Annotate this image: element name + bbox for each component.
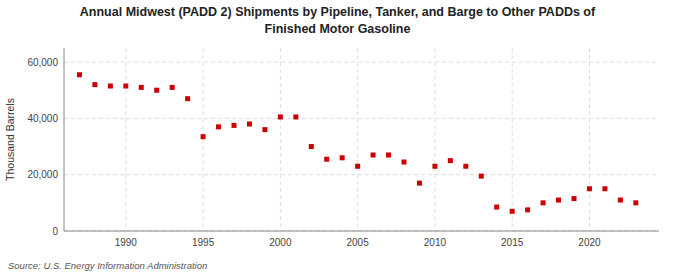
y-grid-line — [64, 231, 659, 232]
y-axis-line — [64, 48, 65, 231]
point — [201, 134, 206, 139]
y-grid-line — [64, 118, 659, 119]
point — [417, 181, 422, 186]
point — [293, 114, 298, 119]
title: Annual Midwest (PADD 2) Shipments by Pip… — [80, 5, 596, 19]
point — [494, 205, 499, 210]
point — [572, 196, 577, 201]
x-axis-line — [64, 231, 659, 232]
point — [340, 155, 345, 160]
point — [324, 157, 329, 162]
axes: 0 20,000 40,000 60,000 1990 1995 2000 2005 2010 2… — [4, 48, 659, 248]
y-axis-label: Thousand Barrels — [4, 98, 16, 181]
y-tick-label: 0 — [52, 226, 58, 237]
x-tick-label: 1990 — [115, 237, 138, 248]
annotation: Source: U.S. Energy Information Administ… — [8, 260, 207, 271]
point — [386, 152, 391, 157]
point — [309, 144, 314, 149]
point — [154, 88, 159, 93]
point — [185, 96, 190, 101]
point — [479, 174, 484, 179]
x-grid-line — [589, 48, 590, 231]
x-grid-line — [434, 48, 435, 231]
x-tick-label: 2005 — [347, 237, 370, 248]
point — [247, 122, 252, 127]
point — [541, 200, 546, 205]
grid — [64, 48, 659, 231]
y-tick-label: 20,000 — [27, 169, 58, 180]
y-grid-line — [64, 62, 659, 63]
point — [77, 72, 82, 77]
y-tick-label: 60,000 — [27, 57, 58, 68]
points — [77, 72, 638, 214]
point — [371, 152, 376, 157]
point — [108, 84, 113, 89]
point — [448, 158, 453, 163]
x-grid-line — [512, 48, 513, 231]
point — [402, 160, 407, 165]
x-tick-label: 2015 — [501, 237, 524, 248]
point — [139, 85, 144, 90]
point — [216, 124, 221, 129]
x-grid-line — [280, 48, 281, 231]
x-tick-label: 1995 — [192, 237, 215, 248]
point — [170, 85, 175, 90]
x-tick-label: 2000 — [269, 237, 292, 248]
subtitle: Finished Motor Gasoline — [265, 22, 411, 36]
point — [510, 209, 515, 214]
point — [232, 123, 237, 128]
x-grid-line — [357, 48, 358, 231]
x-grid-line — [125, 48, 126, 231]
point — [525, 207, 530, 212]
point — [92, 82, 97, 87]
point — [618, 198, 623, 203]
point — [556, 198, 561, 203]
point — [355, 164, 360, 169]
point — [602, 186, 607, 191]
point — [587, 186, 592, 191]
point — [463, 164, 468, 169]
x-tick-label: 2010 — [424, 237, 447, 248]
x-tick-label: 2020 — [578, 237, 601, 248]
y-tick-label: 40,000 — [27, 113, 58, 124]
y-grid-line — [64, 174, 659, 175]
x-grid-line — [203, 48, 204, 231]
point — [278, 114, 283, 119]
point — [262, 127, 267, 132]
chart: Annual Midwest (PADD 2) Shipments by Pip… — [0, 0, 675, 275]
point — [633, 200, 638, 205]
point — [123, 84, 128, 89]
point — [432, 164, 437, 169]
